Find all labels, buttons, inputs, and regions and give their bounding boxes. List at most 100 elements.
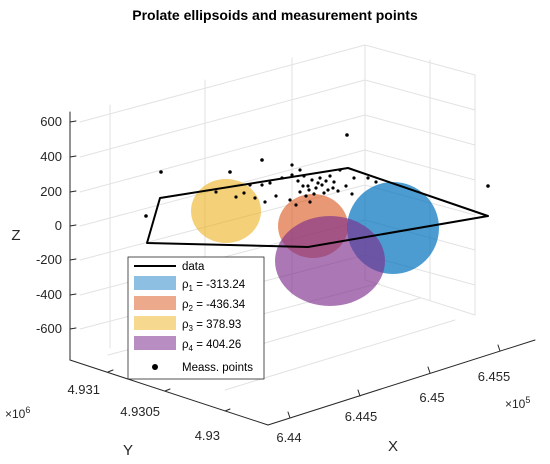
- measurement-point: [486, 184, 490, 188]
- measurement-point: [253, 196, 257, 200]
- axis-grid-line: [164, 388, 171, 392]
- z-axis-label: Z: [11, 227, 20, 244]
- axis-grid-line: [224, 408, 231, 412]
- x-tick-label: 6.44: [276, 430, 301, 445]
- measurement-point: [288, 198, 292, 202]
- legend-swatch: [134, 316, 176, 330]
- measurement-point: [234, 195, 238, 199]
- measurement-point: [296, 179, 300, 183]
- measurement-point: [310, 178, 314, 182]
- measurement-point: [263, 200, 267, 204]
- measurement-point: [324, 179, 328, 183]
- axis-grid-line: [287, 411, 291, 419]
- measurement-point: [350, 192, 354, 196]
- z-tick-label: -600: [36, 321, 62, 336]
- z-tick-label: -400: [36, 287, 62, 302]
- x-tick-labels: 6.44 6.445 6.45 6.455: [276, 369, 510, 445]
- measurement-point: [260, 183, 264, 187]
- measurement-point: [159, 170, 163, 174]
- measurement-point: [307, 188, 311, 192]
- axis-grid-line: [69, 327, 77, 330]
- x-tick-marks: [287, 344, 501, 419]
- legend-label: data: [182, 261, 205, 273]
- z-tick-label: 400: [40, 149, 62, 164]
- axis-grid-line: [497, 344, 501, 352]
- measurement-point: [268, 181, 272, 185]
- axis-grid-line: [427, 366, 431, 374]
- z-tick-labels: 600 400 200 0 -200 -400 -600: [36, 114, 62, 336]
- axis-grid-line: [107, 369, 114, 373]
- legend: data ρ1 = -313.24 ρ2 = -436.34 ρ3 = 378.…: [127, 256, 265, 380]
- measurement-point: [318, 176, 322, 180]
- measurement-point: [308, 200, 312, 204]
- measurement-point: [332, 180, 336, 184]
- legend-label: ρ3 = 378.93: [182, 319, 241, 333]
- axis-grid-line: [69, 120, 77, 123]
- measurement-point: [316, 181, 320, 185]
- legend-swatch: [134, 276, 176, 290]
- measurement-point: [304, 194, 308, 198]
- measurement-point: [301, 184, 305, 188]
- y-tick-label: 4.931: [67, 382, 100, 397]
- y-tick-label: 4.93: [195, 428, 220, 443]
- measurement-point: [294, 203, 298, 207]
- x-tick-label: 6.455: [478, 369, 511, 384]
- measurement-point: [328, 174, 332, 178]
- measurement-point: [352, 176, 356, 180]
- x-tick-label: 6.445: [345, 409, 378, 424]
- ellipsoid-4: [275, 216, 385, 306]
- measurement-point: [322, 191, 326, 195]
- measurement-point: [312, 192, 316, 196]
- measurement-point: [374, 180, 378, 184]
- axis-grid-line: [267, 339, 536, 426]
- legend-item-meas-points: Meass. points: [152, 362, 253, 374]
- measurement-point: [331, 186, 335, 190]
- measurement-point: [302, 174, 306, 178]
- axis-lines: [69, 111, 536, 426]
- legend-marker: [152, 364, 158, 370]
- legend-label: ρ4 = 404.26: [182, 339, 241, 353]
- legend-swatch: [134, 296, 176, 310]
- data-line: [146, 167, 489, 248]
- measurement-point: [326, 188, 330, 192]
- z-tick-label: 200: [40, 184, 62, 199]
- axis-grid-line: [79, 79, 366, 158]
- measurement-point: [338, 168, 342, 172]
- measurement-points: [144, 133, 490, 218]
- measurement-point: [144, 214, 148, 218]
- measurement-point: [320, 183, 324, 187]
- legend-swatch: [134, 336, 176, 350]
- y-axis-label: Y: [123, 442, 133, 459]
- measurement-point: [306, 184, 310, 188]
- z-tick-label: -200: [36, 252, 62, 267]
- y-tick-marks: [107, 369, 231, 412]
- axis-grid-line: [69, 155, 77, 158]
- z-tick-label: 0: [55, 218, 62, 233]
- axis-grid-line: [79, 114, 366, 193]
- legend-item-data: data: [134, 261, 205, 273]
- axis-grid-line: [69, 224, 77, 227]
- axis-grid-line: [79, 44, 366, 123]
- axis-grid-line: [69, 258, 77, 261]
- measurement-point: [280, 176, 284, 180]
- measurement-point: [298, 168, 302, 172]
- measurement-point: [344, 184, 348, 188]
- measurement-point: [366, 176, 370, 180]
- measurement-point: [214, 190, 218, 194]
- axis-grid-line: [69, 293, 77, 296]
- legend-item-rho-1: ρ1 = -313.24: [134, 276, 246, 293]
- measurement-point: [274, 194, 278, 198]
- measurement-point: [336, 189, 340, 193]
- y-tick-label: 4.9305: [120, 404, 160, 419]
- measurement-point: [242, 191, 246, 195]
- x-exponent-label: ×105: [505, 395, 530, 411]
- legend-label: ρ1 = -313.24: [182, 279, 246, 293]
- y-exponent-label: ×106: [5, 405, 30, 421]
- measurement-point: [228, 170, 232, 174]
- x-axis-label: X: [388, 438, 398, 455]
- legend-item-rho-4: ρ4 = 404.26: [134, 336, 241, 353]
- axis-grid-line: [364, 44, 476, 76]
- measurement-point: [290, 173, 294, 177]
- axis-grid-line: [364, 149, 476, 181]
